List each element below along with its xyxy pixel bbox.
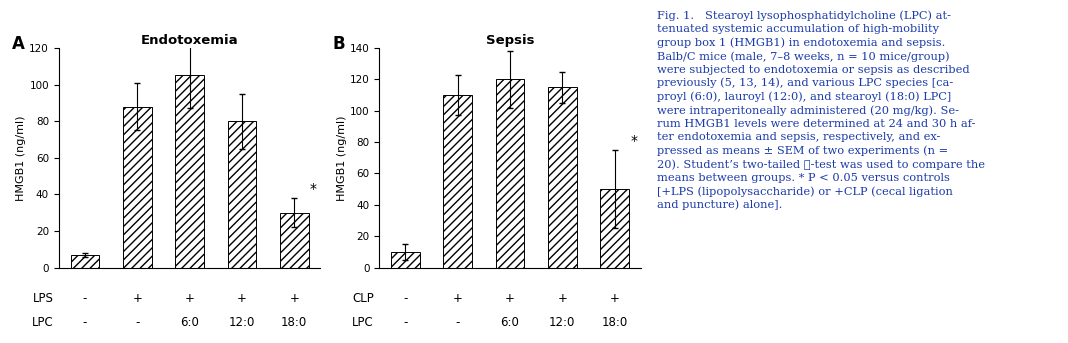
Bar	[175, 75, 204, 268]
Text: CLP: CLP	[352, 292, 374, 305]
Text: -: -	[455, 316, 460, 329]
Text: LPC: LPC	[352, 316, 374, 329]
Text: +: +	[453, 292, 462, 305]
Bar	[496, 79, 524, 268]
Text: 6:0: 6:0	[180, 316, 199, 329]
Text: +: +	[289, 292, 299, 305]
Bar	[391, 252, 420, 268]
Bar	[70, 255, 99, 268]
Text: 12:0: 12:0	[229, 316, 255, 329]
Text: 6:0: 6:0	[501, 316, 519, 329]
Text: 18:0: 18:0	[281, 316, 308, 329]
Text: +: +	[132, 292, 142, 305]
Bar	[280, 213, 309, 268]
Bar	[548, 87, 577, 268]
Text: +: +	[557, 292, 567, 305]
Text: LPS: LPS	[32, 292, 53, 305]
Text: -: -	[135, 316, 140, 329]
Text: -: -	[403, 292, 408, 305]
Text: *: *	[630, 134, 638, 149]
Text: B: B	[332, 35, 345, 53]
Text: 12:0: 12:0	[549, 316, 576, 329]
Bar	[600, 189, 629, 268]
Text: -: -	[82, 316, 88, 329]
Text: +: +	[185, 292, 194, 305]
Text: -: -	[82, 292, 88, 305]
Bar	[227, 121, 256, 268]
Text: +: +	[237, 292, 247, 305]
Bar	[443, 95, 472, 268]
Text: A: A	[12, 35, 25, 53]
Title: Endotoxemia: Endotoxemia	[141, 34, 238, 47]
Text: LPC: LPC	[32, 316, 53, 329]
Text: +: +	[610, 292, 619, 305]
Y-axis label: HMGB1 (ng/ml): HMGB1 (ng/ml)	[16, 115, 27, 201]
Text: *: *	[310, 182, 317, 196]
Bar	[123, 107, 152, 268]
Text: 18:0: 18:0	[601, 316, 628, 329]
Text: +: +	[505, 292, 515, 305]
Y-axis label: HMGB1 (ng/ml): HMGB1 (ng/ml)	[336, 115, 347, 201]
Text: -: -	[403, 316, 408, 329]
Title: Sepsis: Sepsis	[486, 34, 534, 47]
Text: Fig. 1.   Stearoyl lysophosphatidylcholine (LPC) at-
tenuated systemic accumulat: Fig. 1. Stearoyl lysophosphatidylcholine…	[657, 10, 985, 210]
